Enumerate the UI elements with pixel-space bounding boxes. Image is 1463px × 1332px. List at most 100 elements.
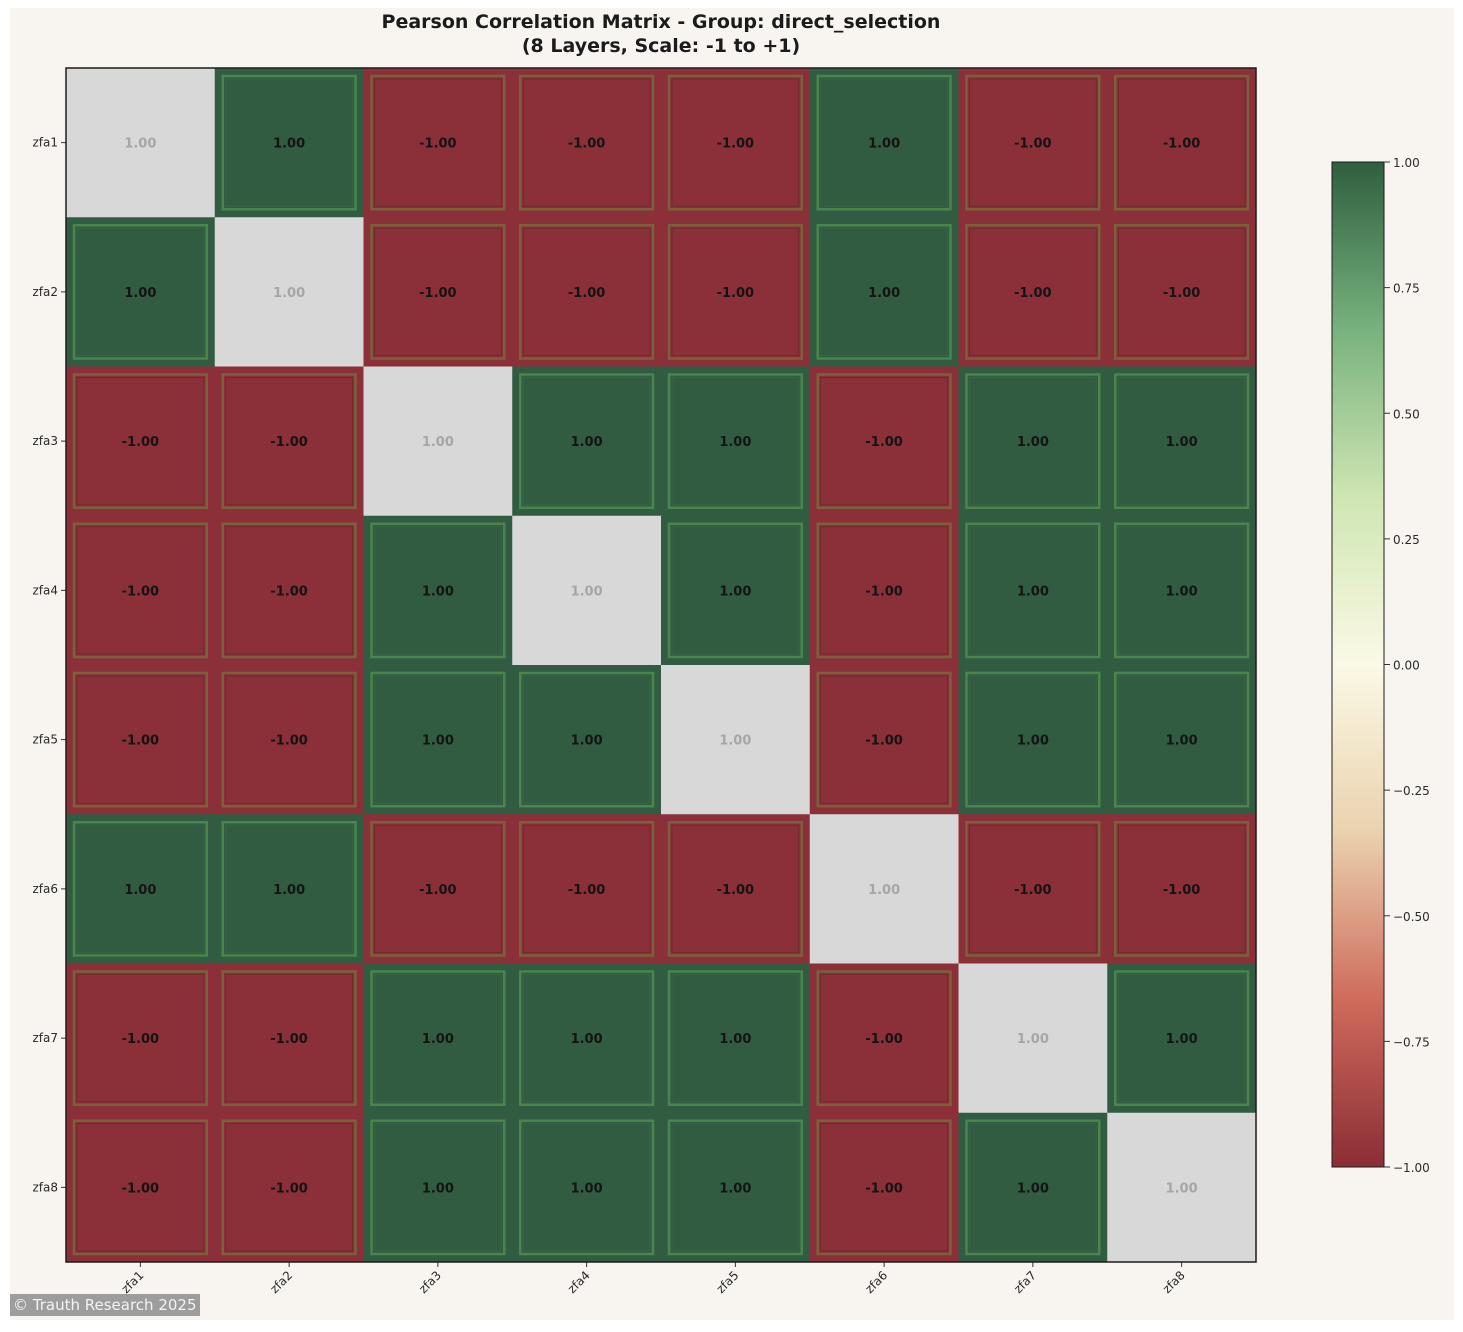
cell-inner-border-2 [671, 974, 800, 1103]
heatmap-cell-zfa7-zfa5 [661, 963, 811, 1114]
cell-value-label: 1.00 [422, 584, 454, 599]
heatmap-cell-zfa4-zfa6 [809, 515, 959, 666]
cell-inner-border-2 [969, 227, 1097, 356]
cell-inner-border [1114, 522, 1250, 659]
heatmap-cell-zfa1-zfa5 [661, 68, 811, 218]
cell-value-label: 1.00 [422, 1181, 454, 1196]
cell-inner-border-2 [671, 526, 800, 655]
cell-value-label: -1.00 [568, 883, 605, 898]
heatmap-cell-zfa6-zfa1 [66, 814, 216, 964]
heatmap-cell-zfa2-zfa4 [512, 217, 662, 367]
chart-title: Pearson Correlation Matrix - Group: dire… [66, 10, 1256, 58]
cell-inner-border-2 [522, 78, 651, 207]
cell-value-label: -1.00 [122, 584, 159, 599]
cell-value-label: 1.00 [1017, 1032, 1049, 1047]
cell-inner-border [72, 1119, 208, 1256]
cell-inner-border-2 [522, 824, 651, 953]
cell-inner-border [72, 373, 208, 509]
cell-inner-border-2 [522, 227, 651, 356]
y-axis-ticks: zfa1 zfa2 zfa3 zfa4 zfa5 zfa6 zfa7 zfa8 [32, 136, 66, 1194]
x-tick-label: zfa5 [714, 1268, 742, 1296]
cell-inner-border [1114, 671, 1250, 808]
cell-inner-border-2 [374, 78, 502, 207]
cell-inner-border [667, 1119, 803, 1256]
cell-inner-border [667, 970, 803, 1106]
cell-value-label: 1.00 [422, 1032, 454, 1047]
colorbar-tick-label: 1.00 [1393, 156, 1420, 170]
cell-inner-border [667, 373, 803, 509]
heatmap-cell-zfa6-zfa7 [958, 814, 1108, 964]
colorbar-tick-label: −0.75 [1393, 1035, 1430, 1049]
heatmap-cell-zfa2-zfa7 [958, 217, 1108, 367]
cell-inner-border [816, 224, 952, 360]
cell-inner-border-2 [374, 227, 502, 356]
heatmap-cell-zfa2-zfa1 [66, 217, 216, 367]
cell-value-label: 1.00 [1017, 435, 1049, 450]
cell-value-label: 1.00 [571, 1032, 603, 1047]
cell-inner-border [667, 522, 803, 659]
heatmap-cells [66, 68, 1257, 1263]
cell-inner-border-2 [76, 824, 205, 953]
cell-value-label: -1.00 [419, 137, 456, 152]
heatmap-cell-zfa7-zfa8 [1107, 963, 1257, 1114]
heatmap-cell-zfa5-zfa6 [809, 665, 959, 815]
heatmap-cell-zfa8-zfa1 [66, 1112, 216, 1263]
cell-inner-border-2 [820, 227, 948, 356]
cell-inner-border-2 [1117, 78, 1246, 207]
cell-inner-border [965, 522, 1101, 659]
cell-value-label: 1.00 [1166, 1032, 1198, 1047]
heatmap-cell-zfa8-zfa7 [958, 1112, 1108, 1263]
cell-inner-border-2 [374, 675, 502, 804]
cell-value-label: 1.00 [124, 883, 156, 898]
cell-value-label: -1.00 [865, 435, 902, 450]
cell-inner-border-2 [969, 377, 1097, 506]
cell-inner-border [519, 74, 655, 211]
cell-value-label: -1.00 [419, 286, 456, 301]
cell-inner-border-2 [671, 377, 800, 506]
cell-inner-border-2 [671, 824, 800, 953]
cell-inner-border [965, 671, 1101, 808]
cell-value-label: -1.00 [717, 286, 754, 301]
heatmap-cell-zfa6-zfa4 [512, 814, 662, 964]
heatmap-cell-zfa4-zfa2 [214, 515, 364, 666]
heatmap-cell-zfa8-zfa5 [661, 1112, 811, 1263]
cell-inner-border [221, 821, 357, 957]
cell-inner-border-2 [374, 1123, 502, 1252]
cell-value-label: -1.00 [270, 734, 307, 749]
cell-inner-border [370, 522, 506, 659]
cell-inner-border-2 [374, 974, 502, 1103]
cell-value-label: -1.00 [717, 883, 754, 898]
x-axis-ticks: zfa1 zfa2 zfa3 zfa4 zfa5 zfa6 zfa7 zfa8 [119, 1262, 1188, 1296]
cell-inner-border [816, 1119, 952, 1256]
cell-inner-border-2 [969, 1123, 1097, 1252]
heatmap-cell-zfa1-zfa1 [66, 68, 216, 218]
cell-inner-border [1114, 970, 1250, 1106]
colorbar-tick-label: −0.25 [1393, 784, 1430, 798]
cell-value-label: 1.00 [719, 584, 751, 599]
cell-value-label: 1.00 [571, 435, 603, 450]
heatmap-cell-zfa3-zfa4 [512, 366, 662, 517]
heatmap-cell-zfa3-zfa6 [809, 366, 959, 517]
cell-value-label: -1.00 [865, 584, 902, 599]
cell-inner-border-2 [76, 974, 205, 1103]
cell-inner-border [1114, 224, 1250, 360]
heatmap-cell-zfa1-zfa7 [958, 68, 1108, 218]
y-tick-label: zfa4 [32, 583, 58, 597]
y-tick-label: zfa2 [32, 285, 58, 299]
cell-value-label: 1.00 [1017, 734, 1049, 749]
cell-inner-border [221, 373, 357, 509]
cell-inner-border-2 [820, 526, 948, 655]
cell-value-label: -1.00 [865, 1032, 902, 1047]
cell-value-label: -1.00 [1163, 286, 1200, 301]
cell-value-label: 1.00 [1166, 1181, 1198, 1196]
x-tick-label: zfa3 [416, 1268, 444, 1296]
cell-value-label: -1.00 [270, 1032, 307, 1047]
cell-inner-border [667, 224, 803, 360]
cell-value-label: 1.00 [273, 883, 305, 898]
colorbar-tick-label: 0.75 [1393, 282, 1420, 296]
heatmap-cell-zfa6-zfa3 [363, 814, 513, 964]
cell-inner-border [519, 373, 655, 509]
colorbar-tick-label: 0.00 [1393, 659, 1420, 673]
cell-inner-border-2 [1117, 974, 1246, 1103]
